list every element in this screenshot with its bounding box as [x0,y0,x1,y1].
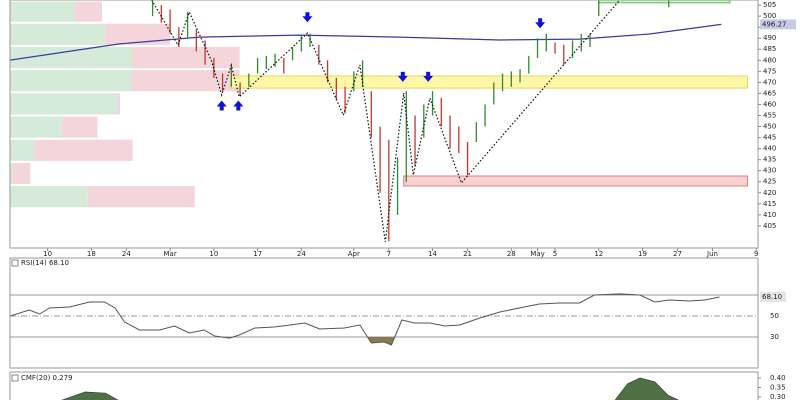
panel-icon [11,259,19,267]
y-tick-label: 415 [763,200,776,208]
x-tick-label: 5 [553,250,557,258]
y-tick-label: 505 [763,1,776,9]
x-tick-label: Mar [163,250,176,258]
x-tick-label: 14 [428,250,437,258]
volume-down-bar [87,186,195,208]
volume-down-bar [131,70,240,92]
x-tick-label: May [530,250,544,258]
value-label: 68.10 [762,293,782,301]
y-tick-label: 0.40 [770,374,786,382]
volume-down-bar [117,93,120,115]
y-tick-label: 0.35 [770,384,786,392]
y-tick-label: 450 [763,123,776,131]
volume-down-bar [75,1,103,22]
x-tick-label: 19 [638,250,647,258]
volume-up-bar [10,23,105,45]
signal-arrow [423,71,434,82]
panel-icon [11,374,19,382]
volume-down-bar [34,139,133,161]
y-tick-label: 490 [763,34,776,42]
volume-up-bar [10,46,132,69]
panel-frame [9,257,759,369]
panel-title: CMF(20) 0.279 [21,374,73,382]
volume-up-bar [10,139,35,161]
x-tick-label: 24 [122,250,131,258]
y-tick-label: 440 [763,145,776,153]
signal-arrow [302,12,313,23]
volume-up-bar [10,162,13,185]
volume-up-bar [10,186,88,208]
x-tick-label: 10 [209,250,218,258]
y-tick-label: 420 [763,189,776,197]
y-tick-label: 435 [763,156,776,164]
panel-frame [9,371,759,400]
x-tick-label: 10 [43,250,52,258]
signal-arrow [535,18,546,29]
zone [230,75,749,89]
y-tick-label: 50 [770,312,779,320]
signal-arrow [216,100,227,111]
y-tick-label: 430 [763,167,776,175]
volume-up-bar [10,70,132,92]
y-tick-label: 30 [770,333,779,341]
volume-up-bar [10,1,76,22]
y-tick-label: 475 [763,67,776,75]
zone [403,175,749,187]
x-tick-label: 24 [297,250,306,258]
volume-down-bar [104,23,171,45]
x-tick-label: 28 [507,250,516,258]
y-tick-label: 500 [763,12,776,20]
x-tick-label: Jun [706,250,718,258]
y-tick-label: 455 [763,111,776,119]
x-tick-label: 9 [754,250,758,258]
y-tick-label: 470 [763,78,776,86]
volume-up-bar [10,93,118,115]
moving-average-line [10,23,722,61]
y-tick-label: 445 [763,134,776,142]
x-tick-label: 12 [594,250,603,258]
panel-layer [10,293,758,346]
panel-frame [9,0,759,249]
volume-down-bar [12,162,31,185]
y-tick-label: 485 [763,45,776,53]
y-tick-label: 465 [763,89,776,97]
y-tick-label: 460 [763,100,776,108]
panel-title: RSI(14) 68.10 [21,259,69,267]
x-tick-label: 18 [87,250,96,258]
panel-layer [10,0,749,242]
price-label: 496.27 [762,20,787,28]
y-tick-label: 405 [763,222,776,230]
cmf-area [61,377,680,400]
x-tick-label: 21 [463,250,472,258]
volume-down-bar [62,116,98,138]
y-tick-label: 480 [763,56,776,64]
zigzag-line [151,0,621,242]
panel-layer [61,377,680,400]
signal-arrow [397,71,408,82]
y-tick-label: 425 [763,178,776,186]
rsi-line [10,293,720,346]
price-label-box [760,19,796,30]
value-label-box [760,291,786,302]
x-tick-label: 7 [387,250,391,258]
signal-arrow [233,100,244,111]
y-tick-label: 0.30 [770,393,786,400]
x-tick-label: Apr [348,250,360,258]
x-tick-label: 17 [253,250,262,258]
y-tick-label: 410 [763,211,776,219]
volume-down-bar [131,46,240,69]
x-tick-label: 27 [673,250,682,258]
volume-up-bar [10,116,63,138]
